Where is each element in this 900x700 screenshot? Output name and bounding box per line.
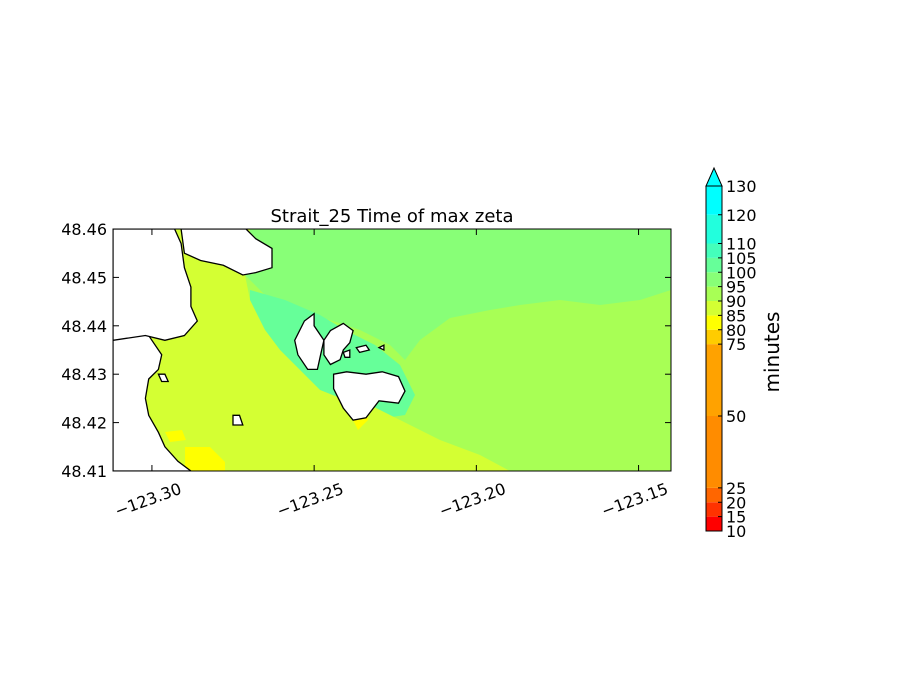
land-islet-4 xyxy=(232,414,244,426)
colorbar-segment xyxy=(706,243,722,258)
colorbar-tick-label: 80 xyxy=(726,321,746,340)
land-islet-1 xyxy=(355,344,371,354)
colorbar-tick-label: 100 xyxy=(726,263,757,282)
land-northern-island xyxy=(180,229,273,276)
colorbar-tick-label: 85 xyxy=(726,306,746,325)
colorbar-segment xyxy=(706,301,722,316)
land-layer xyxy=(113,229,406,471)
land-islet-2 xyxy=(342,349,351,358)
colorbar-extend-arrow xyxy=(705,166,723,187)
colorbar-segment xyxy=(706,272,722,287)
y-axis: 48.46 48.45 48.44 48.43 48.42 48.41 xyxy=(61,220,671,481)
colorbar-segment xyxy=(706,516,722,531)
colorbar-segment xyxy=(706,315,722,330)
colorbar-tick-label: 110 xyxy=(726,235,757,254)
x-tick-label: −123.25 xyxy=(274,479,346,521)
region-west xyxy=(113,229,510,471)
y-tick-label: 48.46 xyxy=(61,220,107,239)
colorbar-tick-label: 25 xyxy=(726,479,746,498)
colorbar-tick-label: 10 xyxy=(726,522,746,541)
chart-title: Strait_25 Time of max zeta xyxy=(271,206,514,227)
y-tick-label: 48.43 xyxy=(61,365,107,384)
land-islet-3 xyxy=(377,344,385,352)
colorbar-label: minutes xyxy=(760,312,784,393)
land-island-c-big xyxy=(332,371,406,421)
x-tick-label: −123.15 xyxy=(599,479,671,521)
colorbar-tick-label: 15 xyxy=(726,508,746,527)
y-tick-label: 48.44 xyxy=(61,317,107,336)
colorbar-segment xyxy=(706,344,722,416)
land-island-a xyxy=(294,312,325,371)
colorbar-tick-label: 105 xyxy=(726,249,757,268)
colorbar-tick-label: 95 xyxy=(726,278,746,297)
colorbar-segment xyxy=(706,257,722,273)
colorbar-tick-label: 120 xyxy=(726,206,757,225)
contour-map xyxy=(113,229,671,471)
colorbar-tick-label: 90 xyxy=(726,292,746,311)
colorbar-tick-label: 130 xyxy=(726,177,757,196)
y-tick-label: 48.45 xyxy=(61,268,107,287)
colorbar-tick-label: 20 xyxy=(726,493,746,512)
colorbar-segment xyxy=(706,214,722,244)
colorbar-segment xyxy=(706,286,722,301)
x-tick-label: −123.30 xyxy=(112,479,184,521)
colorbar-frame xyxy=(705,185,723,532)
colorbar-tick-label: 50 xyxy=(726,407,746,426)
y-tick-label: 48.41 xyxy=(61,462,107,481)
region-north xyxy=(240,229,671,360)
plot-frame xyxy=(112,228,672,472)
colorbar-segment xyxy=(706,416,722,488)
colorbar-segment xyxy=(706,487,722,503)
land-vancouver-island-north xyxy=(113,229,199,341)
colorbar-segment xyxy=(706,186,722,215)
colorbar-tick-label: 75 xyxy=(726,335,746,354)
region-patch-2 xyxy=(165,430,186,442)
land-islet-5 xyxy=(157,373,170,383)
y-tick-label: 48.42 xyxy=(61,414,107,433)
land-island-b xyxy=(323,322,354,366)
x-tick-label: −123.20 xyxy=(437,479,509,521)
colorbar-segment xyxy=(706,329,722,345)
region-southwest-patch xyxy=(185,447,225,471)
colorbar-segment xyxy=(706,502,722,517)
